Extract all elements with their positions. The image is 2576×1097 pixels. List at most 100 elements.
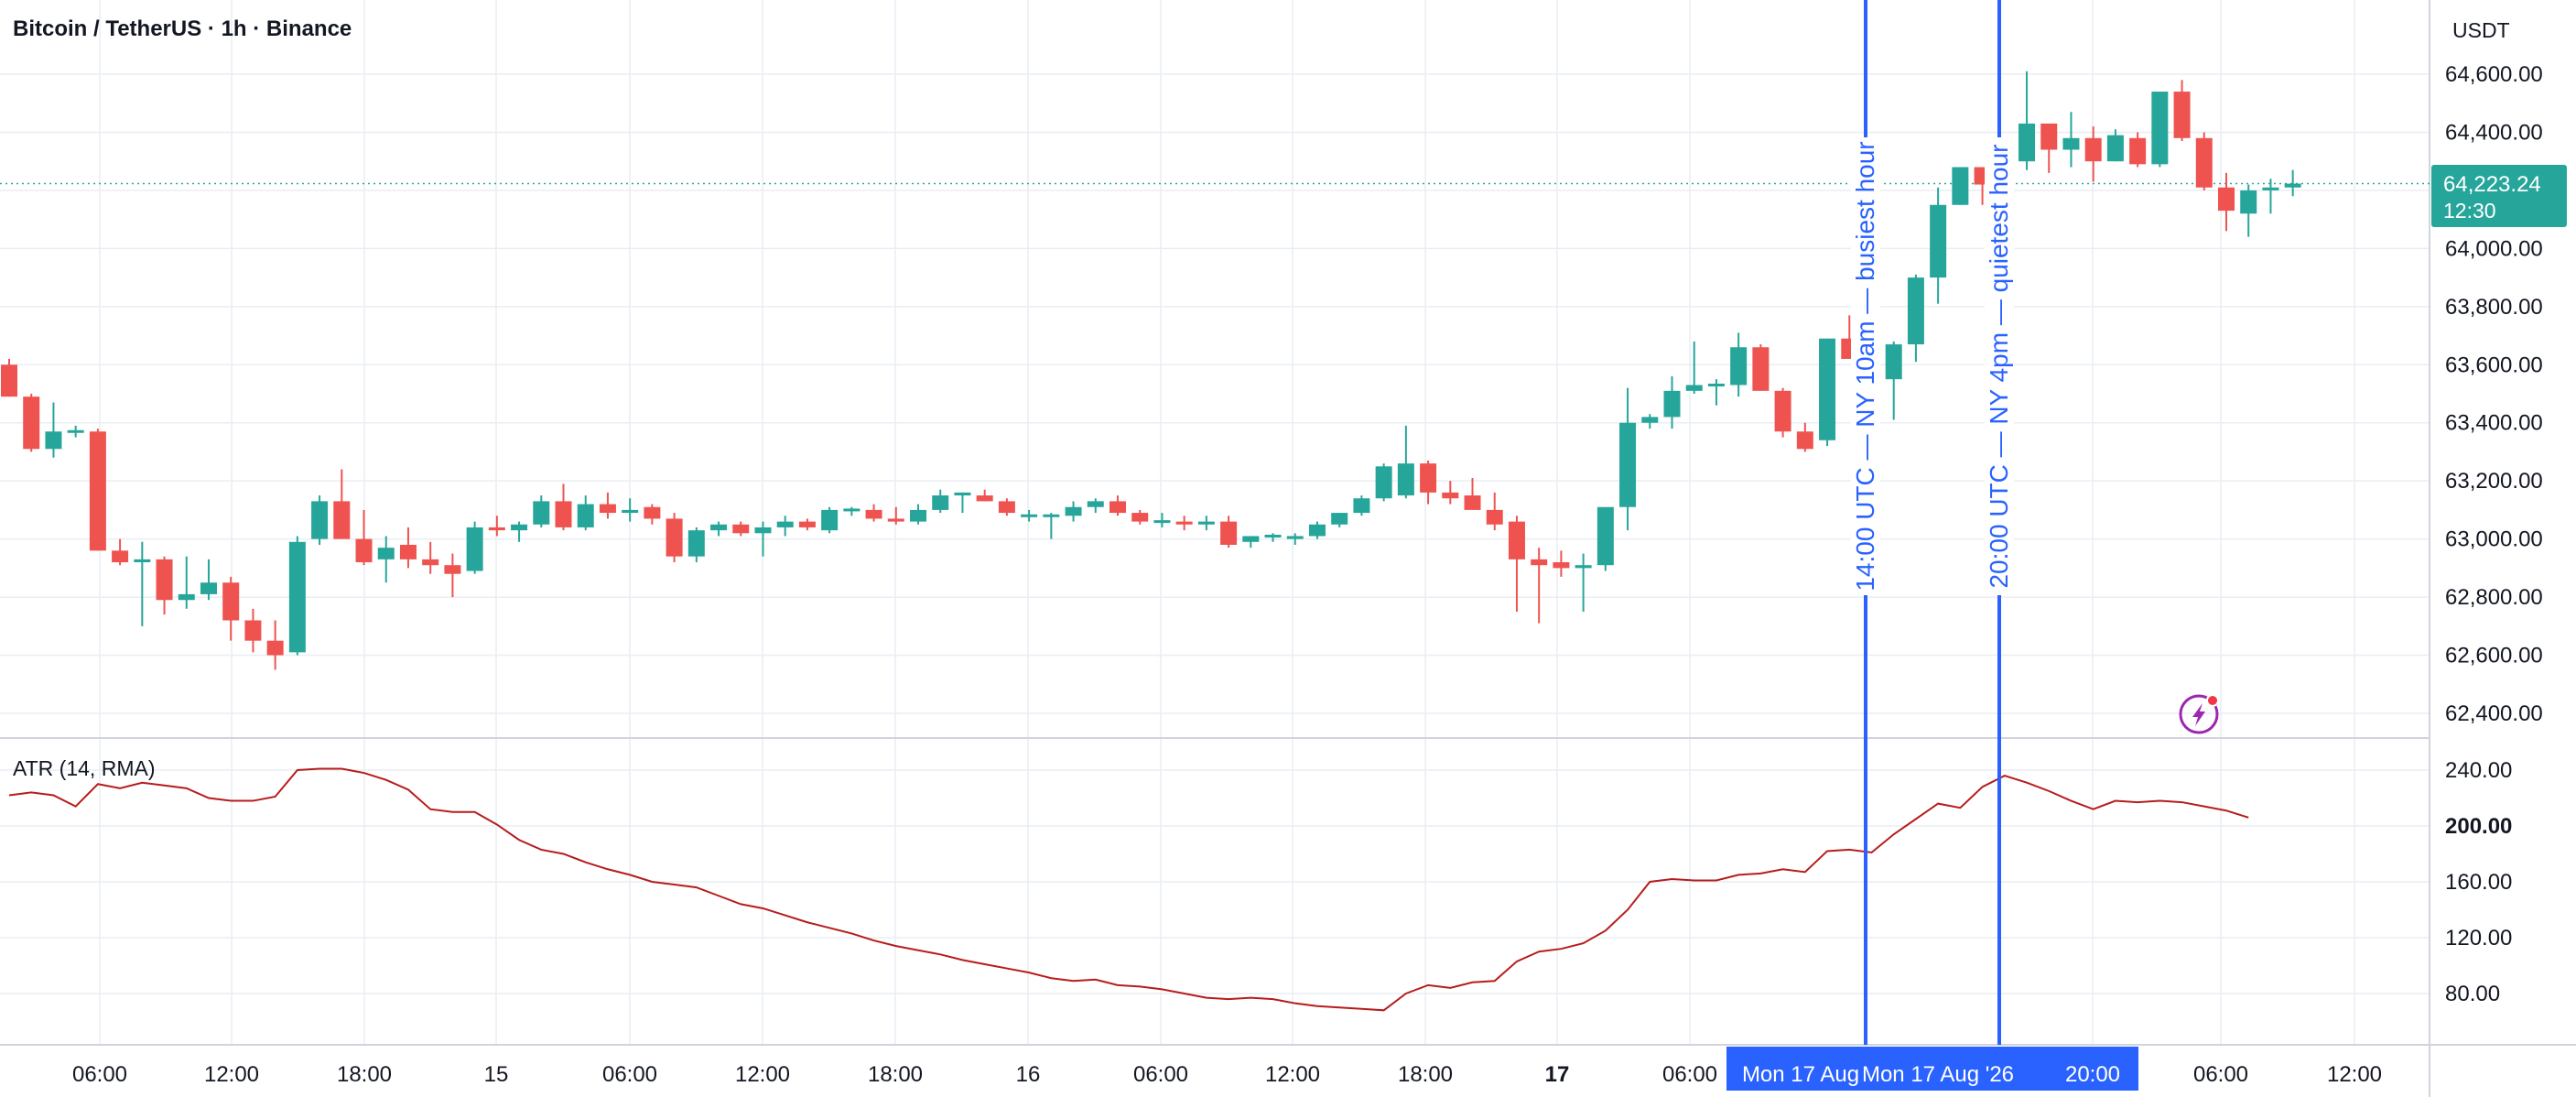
candle[interactable] xyxy=(1553,550,1570,577)
candle[interactable] xyxy=(754,521,772,557)
candle[interactable] xyxy=(644,504,661,525)
candle[interactable] xyxy=(1131,509,1149,525)
candle[interactable] xyxy=(932,489,949,514)
candle[interactable] xyxy=(2040,123,2058,173)
candle[interactable] xyxy=(45,402,62,458)
candle[interactable] xyxy=(1774,387,1791,438)
candle[interactable] xyxy=(2262,179,2279,214)
candle[interactable] xyxy=(1065,501,1082,522)
candle[interactable] xyxy=(887,506,904,525)
candle[interactable] xyxy=(1596,506,1614,571)
candle[interactable] xyxy=(134,541,151,626)
candle[interactable] xyxy=(1375,463,1392,502)
candle[interactable] xyxy=(776,516,794,537)
candle[interactable] xyxy=(577,495,594,531)
candle[interactable] xyxy=(1685,341,1703,394)
candle[interactable] xyxy=(311,495,329,545)
candle[interactable] xyxy=(244,608,262,653)
candle[interactable] xyxy=(222,576,240,641)
candle[interactable] xyxy=(1752,344,1770,391)
candle[interactable] xyxy=(200,559,217,601)
candle[interactable] xyxy=(1153,513,1171,527)
candle[interactable] xyxy=(1442,481,1459,505)
candle[interactable] xyxy=(466,521,483,574)
candle[interactable] xyxy=(2106,129,2124,162)
candle[interactable] xyxy=(1885,341,1902,420)
candle[interactable] xyxy=(1353,495,1370,516)
candle[interactable] xyxy=(1308,521,1326,539)
candle[interactable] xyxy=(710,521,728,537)
candle[interactable] xyxy=(266,620,284,670)
candle[interactable] xyxy=(1464,478,1481,510)
candle[interactable] xyxy=(399,527,417,569)
candle[interactable] xyxy=(377,536,395,583)
candle[interactable] xyxy=(1175,516,1193,531)
candle[interactable] xyxy=(1730,332,1748,397)
candle[interactable] xyxy=(2019,71,2036,170)
candle[interactable] xyxy=(1109,495,1126,516)
candles[interactable] xyxy=(1,71,2301,670)
candle[interactable] xyxy=(954,492,971,514)
candle[interactable] xyxy=(1952,167,1969,205)
session-markers[interactable]: 14:00 UTC — NY 10am — busiest hour 20:00 … xyxy=(1851,0,2014,1045)
candle[interactable] xyxy=(1486,492,1503,531)
time-axis[interactable]: 06:00 12:00 18:00 15 06:00 12:00 18:00 16 06:00 1… xyxy=(72,1047,2382,1091)
candle[interactable] xyxy=(178,556,195,609)
candle[interactable] xyxy=(1397,425,1414,499)
candle[interactable] xyxy=(1641,414,1659,429)
candle[interactable] xyxy=(865,504,882,522)
candle[interactable] xyxy=(2173,80,2191,141)
candle[interactable] xyxy=(355,509,373,566)
candle[interactable] xyxy=(1619,387,1637,531)
candle[interactable] xyxy=(533,495,550,527)
candle[interactable] xyxy=(1043,513,1060,539)
price-axis[interactable]: 64,600.0064,400.0064,200.0064,000.0063,8… xyxy=(2445,62,2543,726)
candle[interactable] xyxy=(1087,498,1104,514)
candle[interactable] xyxy=(1930,187,1947,304)
candle[interactable] xyxy=(1331,513,1348,527)
candle[interactable] xyxy=(2062,112,2080,168)
candle[interactable] xyxy=(555,483,572,531)
candle[interactable] xyxy=(666,513,683,563)
candle[interactable] xyxy=(67,425,84,438)
candle[interactable] xyxy=(976,489,993,502)
candle[interactable] xyxy=(910,504,927,525)
candle[interactable] xyxy=(112,538,129,566)
candle[interactable] xyxy=(1242,536,1260,548)
candle[interactable] xyxy=(1663,375,1681,429)
candle[interactable] xyxy=(1264,533,1282,542)
candle[interactable] xyxy=(2218,172,2235,232)
candle[interactable] xyxy=(2195,132,2213,190)
candle[interactable] xyxy=(2151,92,2169,168)
candle[interactable] xyxy=(2284,169,2301,197)
candle[interactable] xyxy=(1819,338,1836,447)
candle[interactable] xyxy=(2084,126,2102,182)
candle[interactable] xyxy=(1286,533,1304,545)
candle[interactable] xyxy=(732,521,750,537)
candle[interactable] xyxy=(288,536,306,656)
candle[interactable] xyxy=(843,506,860,516)
candle[interactable] xyxy=(1,358,17,397)
candle[interactable] xyxy=(1197,516,1215,531)
lightning-icon[interactable] xyxy=(2179,694,2219,734)
candle[interactable] xyxy=(1707,379,1725,406)
candle[interactable] xyxy=(821,506,839,534)
candle[interactable] xyxy=(1220,516,1238,548)
candle[interactable] xyxy=(599,492,616,519)
atr-series[interactable] xyxy=(8,767,2249,1012)
atr-line[interactable] xyxy=(8,767,2249,1012)
candle[interactable] xyxy=(1531,548,1548,624)
candle[interactable] xyxy=(1796,422,1813,452)
candle[interactable] xyxy=(1508,516,1525,612)
candle[interactable] xyxy=(1021,509,1038,522)
candle[interactable] xyxy=(687,527,705,563)
candle[interactable] xyxy=(89,429,106,551)
candle[interactable] xyxy=(2129,132,2147,168)
candle[interactable] xyxy=(156,556,173,615)
candle[interactable] xyxy=(622,498,639,522)
currency-label[interactable]: USDT xyxy=(2452,18,2510,42)
candle[interactable] xyxy=(2240,184,2257,237)
candle[interactable] xyxy=(488,516,505,537)
candle[interactable] xyxy=(422,541,439,574)
